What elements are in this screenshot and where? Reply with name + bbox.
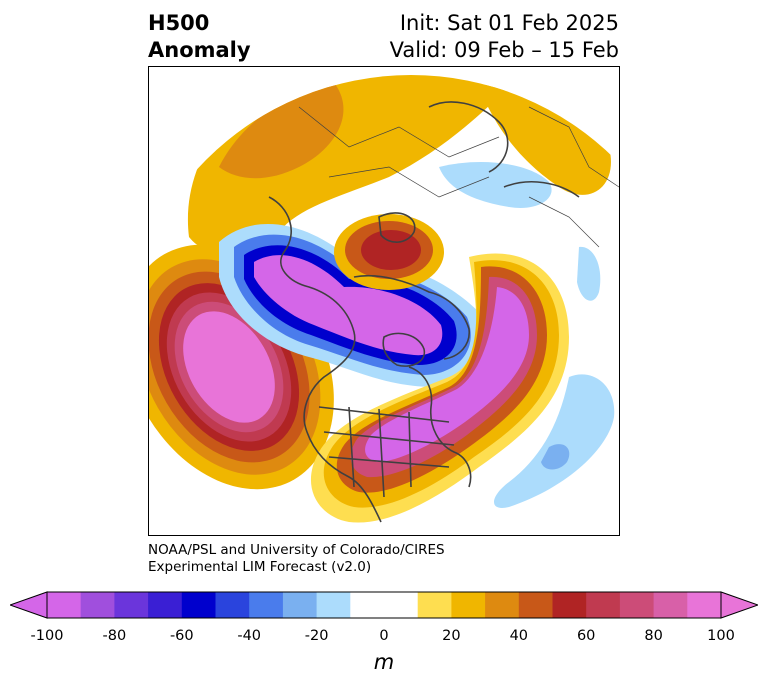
colorbar-segment <box>148 592 183 618</box>
init-date-label: Init: Sat 01 Feb 2025 <box>399 11 619 35</box>
europe-negative-anomaly <box>439 162 601 301</box>
eastern-us-positive-anomaly <box>310 253 569 523</box>
colorbar-outline <box>46 591 722 619</box>
colorbar-segment <box>619 592 655 618</box>
colorbar-segment <box>80 592 115 618</box>
colorbar-segment <box>215 592 250 618</box>
colorbar-tick-label: -40 <box>237 628 262 644</box>
colorbar-tick-label: -60 <box>169 628 194 644</box>
colorbar-tick-label: 40 <box>509 628 529 644</box>
colorbar-tick-label: 80 <box>644 628 663 644</box>
colorbar-segment <box>384 592 419 618</box>
colorbar-segment <box>586 592 621 618</box>
title-left: H500 Anomaly <box>148 10 251 64</box>
colorbar-max-extension <box>720 591 758 619</box>
title-anomaly: Anomaly <box>148 38 251 62</box>
coastlines <box>268 101 580 523</box>
credit-block: NOAA/PSL and University of Colorado/CIRE… <box>148 542 445 576</box>
canada-negative-anomaly <box>219 223 486 387</box>
colorbar-segment <box>47 592 82 618</box>
colorbar-tick-label: -80 <box>102 628 127 644</box>
colorbar-segment <box>485 592 520 618</box>
border-lines <box>298 106 619 248</box>
colorbar-tick-labels: -100 -80 -60 -40 -20 0 20 40 60 80 100 <box>0 628 768 648</box>
colorbar-tick-label: 100 <box>707 628 735 644</box>
credit-line-model: Experimental LIM Forecast (v2.0) <box>148 559 372 575</box>
colorbar-unit-label: m <box>373 650 395 674</box>
colorbar-segments <box>47 592 722 618</box>
arctic-positive-anomaly <box>187 75 529 254</box>
colorbar-segment <box>687 592 722 618</box>
atlantic-negative-anomaly <box>494 374 615 508</box>
colorbar <box>10 591 758 619</box>
map-panel <box>148 66 620 536</box>
colorbar-segment <box>552 592 587 618</box>
colorbar-tick-label: -100 <box>30 628 64 644</box>
colorbar-segment <box>316 592 351 618</box>
central-arctic-positive-anomaly <box>334 214 444 290</box>
colorbar-min-extension <box>10 591 48 619</box>
colorbar-tick-label: 0 <box>379 628 389 644</box>
credit-line-institution: NOAA/PSL and University of Colorado/CIRE… <box>148 542 445 558</box>
title-variable: H500 <box>148 11 210 35</box>
colorbar-tick-label: 60 <box>576 628 596 644</box>
colorbar-segment <box>114 592 149 618</box>
colorbar-segment <box>451 592 486 618</box>
colorbar-segment <box>350 592 385 618</box>
valid-range-label: Valid: 09 Feb – 15 Feb <box>389 38 619 62</box>
title-right: Init: Sat 01 Feb 2025 Valid: 09 Feb – 15… <box>390 10 619 64</box>
colorbar-segment <box>653 592 688 618</box>
anomaly-map <box>149 75 619 535</box>
colorbar-segment <box>417 592 452 618</box>
colorbar-segment <box>181 592 217 618</box>
colorbar-segment <box>249 592 284 618</box>
colorbar-tick-label: 20 <box>442 628 461 644</box>
colorbar-tick-label: -20 <box>304 628 329 644</box>
colorbar-segment <box>282 592 318 618</box>
colorbar-segment <box>518 592 554 618</box>
